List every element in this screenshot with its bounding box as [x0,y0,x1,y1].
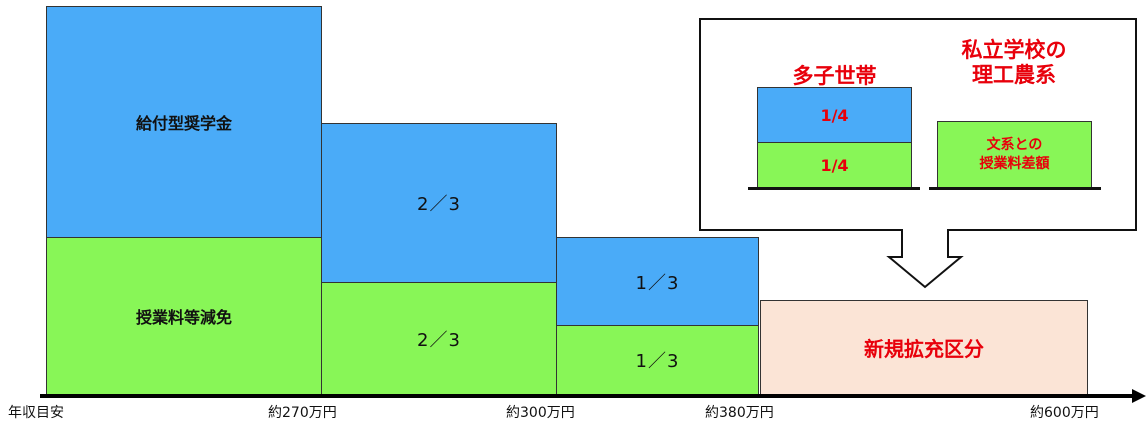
multi-child-bottom-fraction: 1/4 [820,155,849,175]
scholarship-label: 給付型奨学金 [135,114,232,133]
private-science-baseline [929,187,1101,190]
tick-300: 約300万円 [506,405,575,421]
tuition-difference-label: 文系との 授業料差額 [980,136,1050,174]
tuition-difference-block: 文系との 授業料差額 [937,121,1092,188]
tick-380: 約380万円 [705,405,774,421]
scholarship-block-tier2: 2／3 [321,123,557,283]
multi-child-top-block: 1/4 [757,87,912,143]
tuition-difference-line2: 授業料差額 [979,155,1050,172]
private-science-title-line1: 私立学校の [961,38,1067,62]
multi-child-baseline [748,187,920,190]
tier3-scholarship-fraction: 1／3 [635,272,680,294]
tier2-tuition-fraction: 2／3 [417,329,461,351]
new-expansion-block: 新規拡充区分 [760,300,1088,395]
tuition-label: 授業料等減免 [135,308,232,327]
multi-child-top-fraction: 1/4 [820,105,849,125]
tuition-difference-line1: 文系との [986,136,1043,153]
private-science-title-line2: 理工農系 [972,63,1056,88]
tier2-scholarship-fraction: 2／3 [417,194,461,215]
axis-arrow-icon [1132,389,1146,403]
tuition-block-tier3: 1／3 [556,325,759,395]
tuition-block-tier2: 2／3 [321,282,557,395]
scholarship-block-tier1: 給付型奨学金 [46,6,322,238]
tuition-block-tier1: 授業料等減免 [46,237,322,395]
scholarship-block-tier3: 1／3 [556,237,759,326]
multi-child-bottom-block: 1/4 [757,142,912,188]
new-expansion-label: 新規拡充区分 [864,337,984,361]
tick-270: 約270万円 [268,405,337,421]
income-axis [40,394,1135,398]
private-science-title: 私立学校の 理工農系 [924,38,1104,88]
tier3-tuition-fraction: 1／3 [635,351,680,372]
tick-600: 約600万円 [1030,405,1099,421]
callout-arrow-icon [886,229,964,289]
multi-child-title: 多子世帯 [792,64,877,88]
axis-label: 年収目安 [8,405,64,421]
